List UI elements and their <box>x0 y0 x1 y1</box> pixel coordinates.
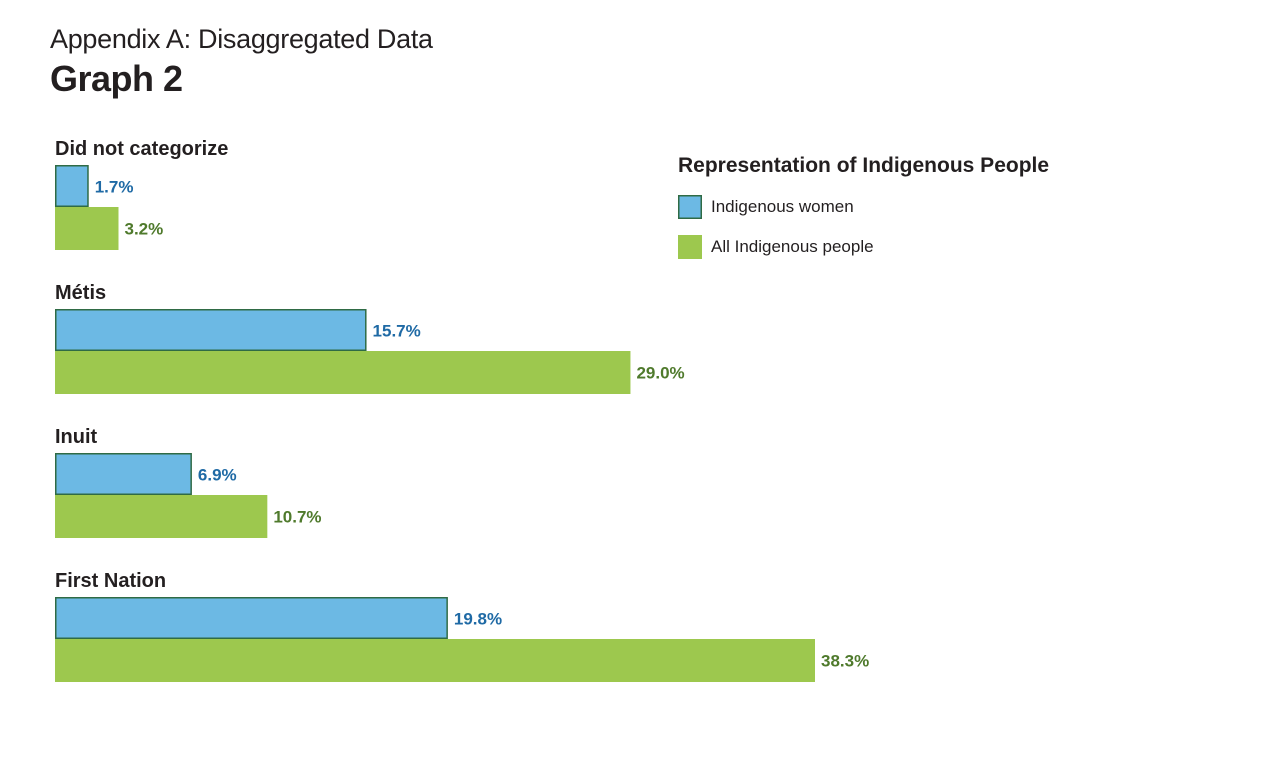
bar-indigenous-women <box>55 597 448 639</box>
bar-all-indigenous <box>55 351 631 394</box>
bar-indigenous-women <box>55 309 367 351</box>
legend-label: Indigenous women <box>711 197 854 216</box>
legend-title: Representation of Indigenous People <box>678 154 1049 177</box>
bar-all-indigenous <box>55 495 268 538</box>
chart-subtitle: Appendix A: Disaggregated Data <box>50 24 433 54</box>
chart-title: Graph 2 <box>50 58 183 99</box>
data-label: 6.9% <box>198 466 237 485</box>
bar-all-indigenous <box>55 639 815 682</box>
legend-swatch <box>678 235 702 259</box>
category-label: Inuit <box>55 426 98 448</box>
data-label: 19.8% <box>454 610 502 629</box>
data-label: 10.7% <box>273 508 321 527</box>
category-label: Métis <box>55 282 106 304</box>
bar-all-indigenous <box>55 207 119 250</box>
data-label: 38.3% <box>821 652 869 671</box>
legend-label: All Indigenous people <box>711 237 874 256</box>
data-label: 15.7% <box>373 322 421 341</box>
legend-swatch <box>678 195 702 219</box>
data-label: 29.0% <box>636 364 684 383</box>
data-label: 1.7% <box>95 178 134 197</box>
bar-indigenous-women <box>55 165 89 207</box>
category-label: First Nation <box>55 570 166 592</box>
data-label: 3.2% <box>124 220 163 239</box>
bar-indigenous-women <box>55 453 192 495</box>
category-label: Did not categorize <box>55 138 228 160</box>
